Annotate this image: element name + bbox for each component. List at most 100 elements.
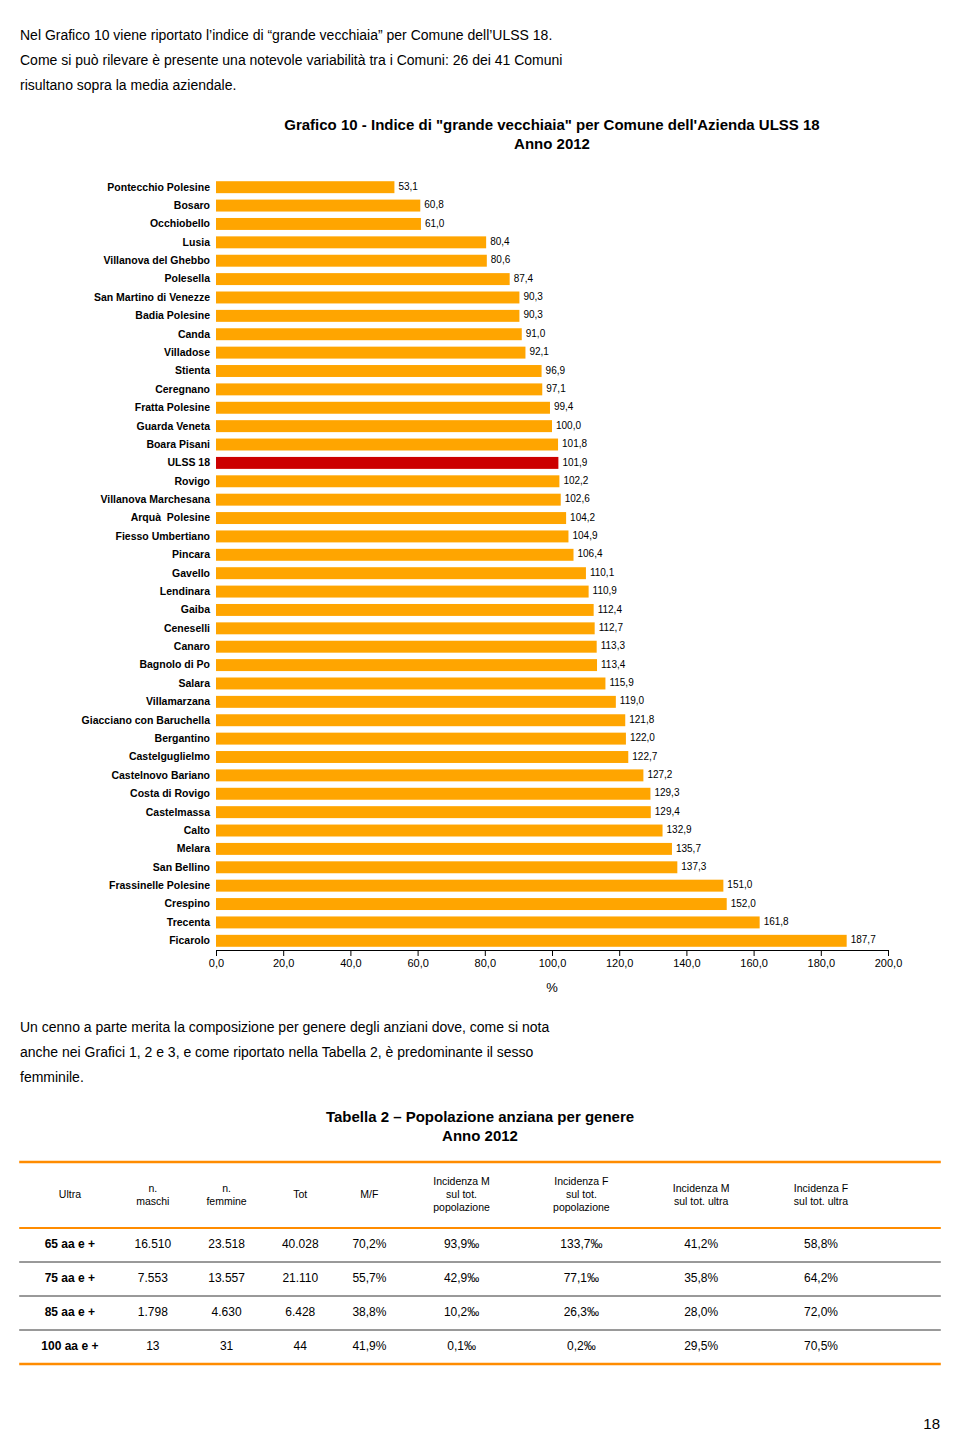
- data-label: 112,7: [599, 622, 624, 633]
- table-cell: 85 aa e +: [45, 1305, 95, 1319]
- table-cell: 44: [294, 1339, 308, 1353]
- y-tick: Villadose: [164, 346, 210, 358]
- bar: [216, 714, 625, 726]
- table-cell: 0,2‰: [567, 1339, 596, 1353]
- table-header-line: Incidenza F: [554, 1175, 608, 1187]
- data-label: 113,4: [601, 659, 626, 670]
- data-label: 132,9: [667, 824, 692, 835]
- y-tick: Canaro: [174, 640, 210, 652]
- table-header-line: sul tot.: [446, 1188, 477, 1200]
- table-cell: 35,8%: [684, 1271, 718, 1285]
- y-axis: Pontecchio PolesineBosaroOcchiobelloLusi…: [82, 181, 211, 947]
- x-tick-mark: [821, 950, 822, 956]
- y-tick-label: Gavello: [172, 567, 210, 579]
- table-cell: 13: [146, 1339, 160, 1353]
- paragraph-text-line: femminile.: [20, 1069, 84, 1085]
- y-tick-label: Crespino: [164, 897, 210, 909]
- table-cell: 4.630: [212, 1305, 242, 1319]
- table-cell: 70,2%: [352, 1237, 386, 1251]
- x-tick-label: 180,0: [808, 957, 836, 969]
- y-tick: Villamarzana: [146, 695, 210, 707]
- data-label: 80,4: [490, 236, 510, 247]
- bar: [216, 328, 522, 340]
- bar: [216, 916, 760, 928]
- y-tick-label: Ceregnano: [155, 383, 210, 395]
- table-header: n.femmine: [206, 1181, 246, 1206]
- paragraph-text: Un cenno a parte merita la composizione …: [20, 1019, 549, 1085]
- table-cell: 64,2%: [804, 1271, 838, 1285]
- table-cell: 55,7%: [352, 1271, 386, 1285]
- y-tick: Gaiba: [181, 603, 210, 615]
- chart: Grafico 10 - Indice di "grande vecchiaia…: [82, 116, 903, 995]
- y-tick-label: Polesella: [164, 272, 210, 284]
- table-header-line: Ultra: [59, 1188, 81, 1200]
- data-label: 60,8: [424, 199, 444, 210]
- x-tick-label: 200,0: [875, 957, 903, 969]
- bar: [216, 788, 650, 800]
- data-label: 122,7: [632, 751, 657, 762]
- y-tick: Occhiobello: [150, 217, 210, 229]
- y-tick-label: Pincara: [172, 548, 210, 560]
- data-label: 115,9: [609, 677, 634, 688]
- bar: [216, 439, 558, 451]
- page: Nel Grafico 10 viene riportato l’indice …: [0, 0, 960, 1446]
- x-tick-label: 100,0: [539, 957, 567, 969]
- table-cell: 1.798: [138, 1305, 168, 1319]
- y-tick-label: Castelmassa: [146, 806, 210, 818]
- x-tick: 140,0: [673, 950, 701, 969]
- bar: [216, 218, 421, 230]
- table-cell: 21.110: [282, 1271, 318, 1285]
- table-cell: 6.428: [285, 1305, 315, 1319]
- bar: [216, 255, 487, 267]
- table-header-line: Incidenza M: [673, 1181, 730, 1193]
- table-cell: 7.553: [138, 1271, 168, 1285]
- data-label: 106,4: [578, 548, 603, 559]
- x-tick-mark: [283, 950, 284, 956]
- paragraph-text-line: Un cenno a parte merita la composizione …: [20, 1019, 549, 1035]
- data-label: 187,7: [851, 934, 876, 945]
- data-label: 127,2: [647, 769, 672, 780]
- y-tick-label: Stienta: [175, 364, 210, 376]
- chart-title-line: Anno 2012: [514, 135, 590, 152]
- x-tick: 160,0: [740, 950, 768, 969]
- bar: [216, 733, 626, 745]
- table-cell: 31: [220, 1339, 234, 1353]
- y-tick-label: Villanova del Ghebbo: [103, 254, 210, 266]
- y-tick-label: Ceneselli: [164, 622, 210, 634]
- bar: [216, 494, 561, 506]
- y-tick-label: Fratta Polesine: [135, 401, 210, 413]
- data-label: 104,9: [572, 530, 597, 541]
- paragraph-text-line: anche nei Grafici 1, 2 e 3, e come ripor…: [20, 1044, 534, 1060]
- y-tick-label: Villamarzana: [146, 695, 210, 707]
- table-cell: 77,1‰: [564, 1271, 599, 1285]
- page-number: 18: [923, 1415, 940, 1432]
- y-tick-label: Guarda Veneta: [136, 420, 210, 432]
- x-tick: 120,0: [606, 950, 634, 969]
- data-label: 110,9: [593, 585, 618, 596]
- x-axis: 0,020,040,060,080,0100,0120,0140,0160,01…: [209, 950, 902, 969]
- bar: [216, 181, 394, 193]
- x-tick-label: 60,0: [407, 957, 428, 969]
- y-tick-label: Badia Polesine: [135, 309, 210, 321]
- y-tick: Bosaro: [174, 199, 210, 211]
- y-tick-label: San Bellino: [153, 861, 210, 873]
- x-tick-label: 0,0: [209, 957, 224, 969]
- data-label: 87,4: [514, 273, 534, 284]
- bar: [216, 365, 542, 377]
- table-header-line: M/F: [360, 1188, 378, 1200]
- data-label: 91,0: [526, 328, 546, 339]
- y-tick: Calto: [184, 824, 210, 836]
- y-tick-label: Villanova Marchesana: [100, 493, 210, 505]
- bar: [216, 843, 672, 855]
- y-tick-label: Castelguglielmo: [129, 750, 210, 762]
- table-header: M/F: [360, 1188, 378, 1200]
- y-tick: Gavello: [172, 567, 210, 579]
- data-label: 80,6: [491, 254, 511, 265]
- bar: [216, 475, 559, 487]
- bar: [216, 898, 727, 910]
- bar: [216, 512, 566, 524]
- y-tick: San Martino di Venezze: [94, 291, 210, 303]
- y-tick: Boara Pisani: [146, 438, 210, 450]
- bar: [216, 273, 510, 285]
- table-header: Incidenza Fsul tot. ultra: [794, 1181, 848, 1206]
